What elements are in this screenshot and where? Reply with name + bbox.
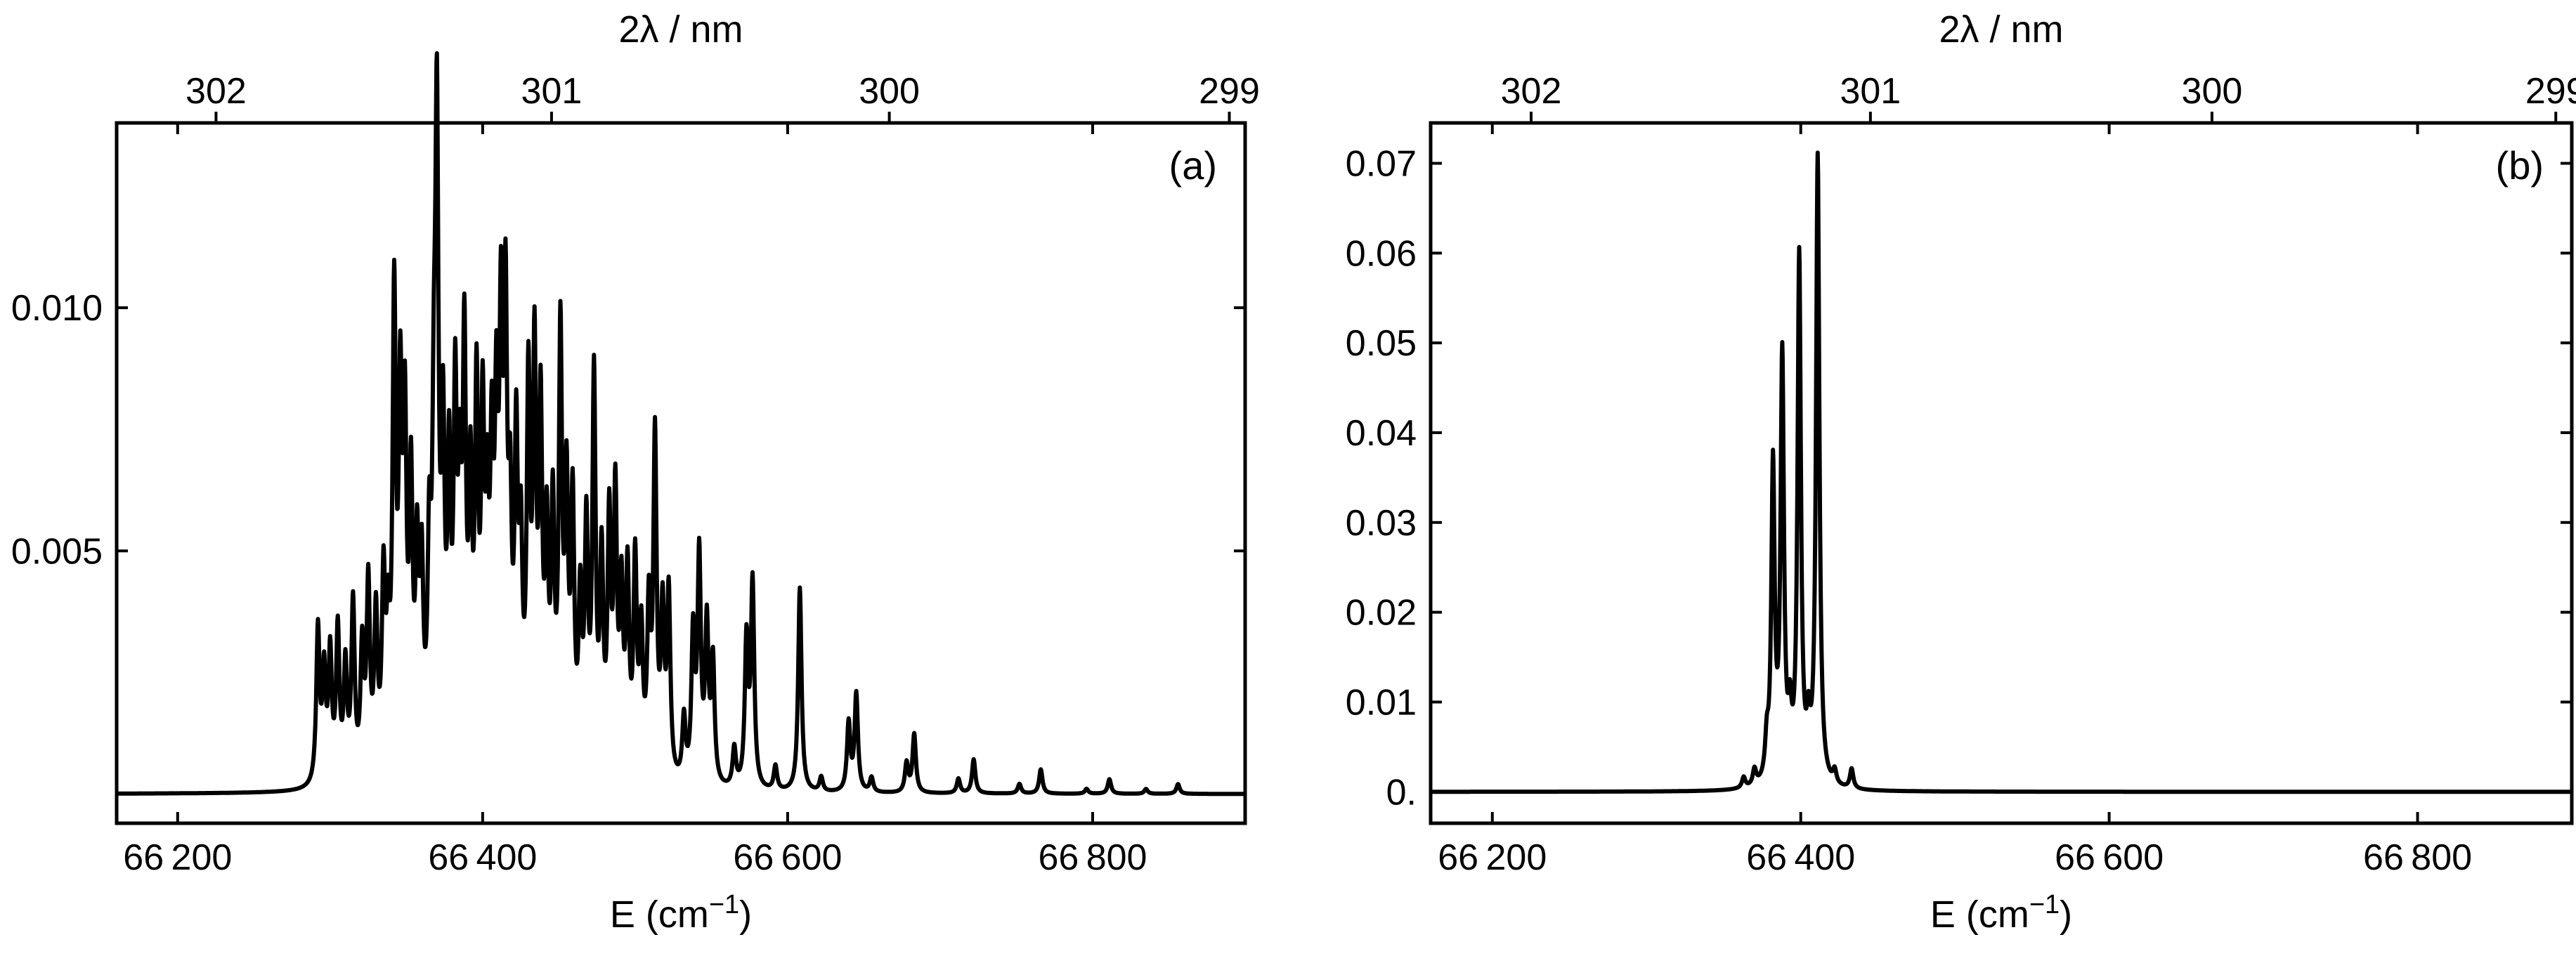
plot-frame — [1429, 121, 2574, 825]
top-x-tick-label: 300 — [859, 71, 920, 112]
panel-label: (b) — [2496, 143, 2544, 188]
x-tick-label: 66 800 — [1038, 837, 1147, 878]
chart-panel-b: 66 200 66 400 66 600 66 800 302 301 300 299 0. 0.… — [1346, 8, 2576, 936]
y-tick-label: 0.04 — [1346, 413, 1417, 454]
top-x-tick-label: 299 — [2525, 71, 2576, 112]
x-axis-title-close: ) — [739, 893, 752, 936]
x-tick-label: 66 400 — [428, 837, 537, 878]
x-axis-title: E (cm−1) — [1930, 890, 2072, 936]
top-x-tick-label: 301 — [1840, 71, 1901, 112]
y-tick-label: 0.03 — [1346, 503, 1417, 544]
spectrum-line — [1429, 150, 2574, 794]
x-tick-label: 66 800 — [2363, 837, 2472, 878]
x-tick-label: 66 600 — [733, 837, 842, 878]
x-axis-title-close: ) — [2060, 893, 2072, 936]
top-x-tick-label: 300 — [2182, 71, 2243, 112]
top-x-tick-label: 302 — [186, 71, 247, 112]
y-tick-label: 0.05 — [1346, 323, 1417, 364]
x-tick-label: 66 400 — [1746, 837, 1855, 878]
y-tick-label: 0. — [1386, 772, 1417, 813]
x-tick-label: 66 200 — [123, 837, 232, 878]
x-axis-title: E (cm−1) — [610, 890, 752, 936]
y-tick-label: 0.01 — [1346, 682, 1417, 723]
y-tick-label: 0.010 — [11, 288, 103, 329]
chart-panel-a: 66 200 66 400 66 600 66 800 302 301 300 299 0.00… — [11, 8, 1260, 936]
y-tick-label: 0.07 — [1346, 144, 1417, 185]
x-axis-title-exponent: −1 — [2029, 890, 2060, 919]
top-x-tick-label: 301 — [521, 71, 583, 112]
top-x-tick-label: 299 — [1199, 71, 1260, 112]
y-tick-label: 0.06 — [1346, 233, 1417, 274]
y-tick-label: 0.02 — [1346, 593, 1417, 634]
x-tick-label: 66 200 — [1438, 837, 1547, 878]
x-axis-title-base: E (cm — [1930, 893, 2029, 936]
x-axis-title-base: E (cm — [610, 893, 709, 936]
y-tick-label: 0.005 — [11, 531, 103, 572]
spectrum-line — [115, 51, 1247, 797]
top-x-tick-label: 302 — [1501, 71, 1562, 112]
panel-label: (a) — [1169, 143, 1217, 188]
plot-frame — [115, 121, 1247, 825]
x-tick-label: 66 600 — [2055, 837, 2164, 878]
top-axis-title: 2λ / nm — [1939, 8, 2063, 51]
x-axis-title-exponent: −1 — [709, 890, 739, 919]
top-axis-title: 2λ / nm — [618, 8, 743, 51]
